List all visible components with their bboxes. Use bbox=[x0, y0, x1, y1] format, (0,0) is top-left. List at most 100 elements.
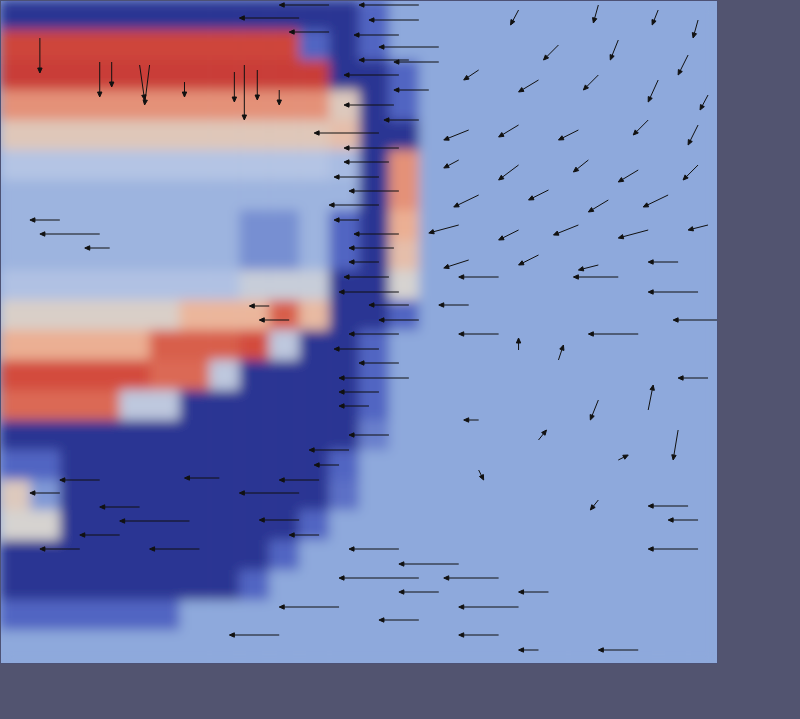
vector-arrow bbox=[558, 130, 578, 140]
vector-arrow bbox=[553, 225, 578, 235]
heatmap-cell bbox=[239, 120, 269, 151]
heatmap-cell bbox=[509, 570, 539, 601]
heatmap-cell bbox=[539, 570, 569, 601]
heatmap-cell bbox=[479, 420, 509, 451]
heatmap-cell bbox=[180, 240, 210, 271]
vector-arrow bbox=[672, 430, 678, 460]
heatmap-cell bbox=[329, 510, 359, 541]
heatmap-cell bbox=[509, 360, 539, 391]
heatmap-cell bbox=[299, 120, 329, 151]
vector-arrow bbox=[499, 230, 519, 240]
heatmap-cell bbox=[539, 450, 569, 481]
heatmap-cell bbox=[30, 450, 60, 481]
heatmap-cell bbox=[90, 630, 120, 664]
heatmap-cell bbox=[120, 450, 150, 481]
heatmap-cell bbox=[0, 330, 30, 361]
heatmap-cell bbox=[389, 210, 419, 241]
vector-arrow bbox=[239, 16, 299, 20]
heatmap-cell bbox=[150, 630, 180, 664]
heatmap-cell bbox=[299, 510, 329, 541]
heatmap-cell bbox=[120, 330, 150, 361]
heatmap-cell bbox=[628, 180, 658, 211]
heatmap-cell bbox=[688, 270, 718, 301]
vector-arrow bbox=[239, 491, 299, 495]
heatmap-cell bbox=[479, 90, 509, 121]
heatmap-cell bbox=[0, 240, 30, 271]
heatmap-cell bbox=[539, 90, 569, 121]
vector-arrow bbox=[610, 40, 618, 60]
vector-arrow bbox=[588, 200, 608, 212]
heatmap-cell bbox=[60, 630, 90, 664]
vector-arrow bbox=[618, 455, 628, 460]
heatmap-cell bbox=[269, 150, 299, 181]
heatmap-cell bbox=[120, 30, 150, 61]
heatmap-cell bbox=[568, 570, 598, 601]
heatmap-cell bbox=[269, 360, 299, 391]
vector-arrow bbox=[85, 246, 110, 250]
heatmap-cell bbox=[180, 330, 210, 361]
heatmap-cell bbox=[269, 450, 299, 481]
vector-arrow bbox=[652, 10, 658, 25]
heatmap-cell bbox=[539, 150, 569, 181]
vector-arrow bbox=[143, 65, 150, 105]
heatmap-cell bbox=[449, 30, 479, 61]
vector-arrow bbox=[519, 255, 539, 265]
heatmap-cell bbox=[359, 270, 389, 301]
heatmap-cell bbox=[329, 480, 359, 511]
heatmap-cell bbox=[598, 390, 628, 421]
vector-arrow bbox=[379, 618, 419, 622]
heatmap-cell bbox=[419, 540, 449, 571]
heatmap-cell bbox=[239, 450, 269, 481]
heatmap-cell bbox=[299, 60, 329, 91]
heatmap-cell bbox=[598, 360, 628, 391]
heatmap-cell bbox=[239, 600, 269, 631]
vector-arrow bbox=[439, 303, 469, 307]
heatmap-cell bbox=[30, 270, 60, 301]
heatmap-cell bbox=[598, 540, 628, 571]
heatmap-cell bbox=[479, 60, 509, 91]
heatmap-cell bbox=[509, 330, 539, 361]
heatmap-cell bbox=[359, 570, 389, 601]
heatmap-cell bbox=[658, 420, 688, 451]
heatmap-cell bbox=[449, 0, 479, 31]
heatmap-cell bbox=[568, 450, 598, 481]
heatmap-cell bbox=[628, 540, 658, 571]
heatmap-cell bbox=[628, 150, 658, 181]
vector-arrow bbox=[464, 418, 479, 422]
heatmap-cell bbox=[389, 330, 419, 361]
heatmap-cell bbox=[120, 150, 150, 181]
heatmap-cell bbox=[150, 420, 180, 451]
vector-arrow bbox=[444, 160, 459, 168]
heatmap-cell bbox=[60, 0, 90, 31]
heatmap-cell bbox=[598, 420, 628, 451]
vector-arrow bbox=[140, 65, 146, 100]
heatmap-cell bbox=[90, 150, 120, 181]
heatmap-cell bbox=[389, 270, 419, 301]
vector-arrow bbox=[648, 290, 698, 294]
heatmap-cell bbox=[299, 150, 329, 181]
heatmap-cell bbox=[299, 300, 329, 331]
vector-arrow bbox=[80, 533, 120, 537]
vector-arrow bbox=[529, 190, 549, 200]
heatmap-cell bbox=[120, 0, 150, 31]
heatmap-cell bbox=[568, 390, 598, 421]
heatmap-cell bbox=[628, 300, 658, 331]
heatmap-cell bbox=[60, 300, 90, 331]
heatmap-cell bbox=[658, 0, 688, 31]
heatmap-cell bbox=[389, 600, 419, 631]
heatmap-cell bbox=[598, 480, 628, 511]
heatmap-cell bbox=[299, 360, 329, 391]
vector-arrow bbox=[688, 125, 698, 145]
heatmap-cell bbox=[539, 330, 569, 361]
heatmap-cell bbox=[269, 30, 299, 61]
vector-arrow bbox=[583, 75, 598, 90]
heatmap-cell bbox=[209, 90, 239, 121]
heatmap-cell bbox=[509, 630, 539, 664]
vector-glyphs bbox=[30, 3, 718, 652]
heatmap-cell bbox=[539, 300, 569, 331]
vector-arrow bbox=[344, 275, 389, 279]
heatmap-cell bbox=[90, 0, 120, 31]
heatmap-cell bbox=[239, 540, 269, 571]
heatmap-cell bbox=[598, 270, 628, 301]
heatmap-cell bbox=[180, 180, 210, 211]
